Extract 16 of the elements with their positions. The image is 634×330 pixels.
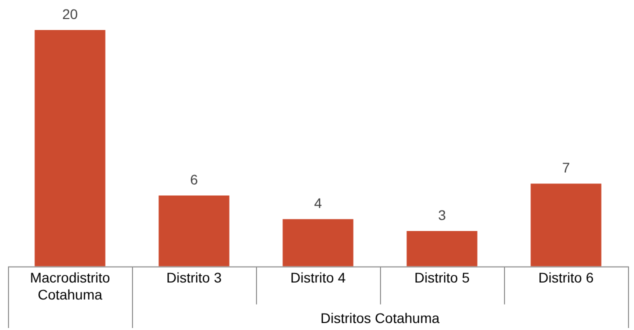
- bar: [158, 195, 230, 266]
- x-tick-label: Distrito 4: [290, 270, 346, 286]
- data-label: 7: [562, 160, 570, 176]
- data-label: 6: [190, 171, 198, 188]
- data-label: 3: [438, 206, 446, 223]
- bar: [34, 30, 106, 266]
- data-label: 4: [314, 194, 322, 211]
- x-tick-label: Distrito 6: [538, 270, 594, 286]
- x-tick-label: Distrito 5: [414, 270, 470, 286]
- text: Distritos Cotahuma: [320, 310, 440, 326]
- bar: [406, 230, 478, 266]
- x-tick-label: Macrodistrito Cotahuma: [30, 270, 110, 302]
- data-label: 20: [62, 6, 78, 22]
- x-tick-label: Distrito 3: [166, 270, 222, 286]
- bar: [282, 219, 354, 266]
- bar: [530, 184, 602, 266]
